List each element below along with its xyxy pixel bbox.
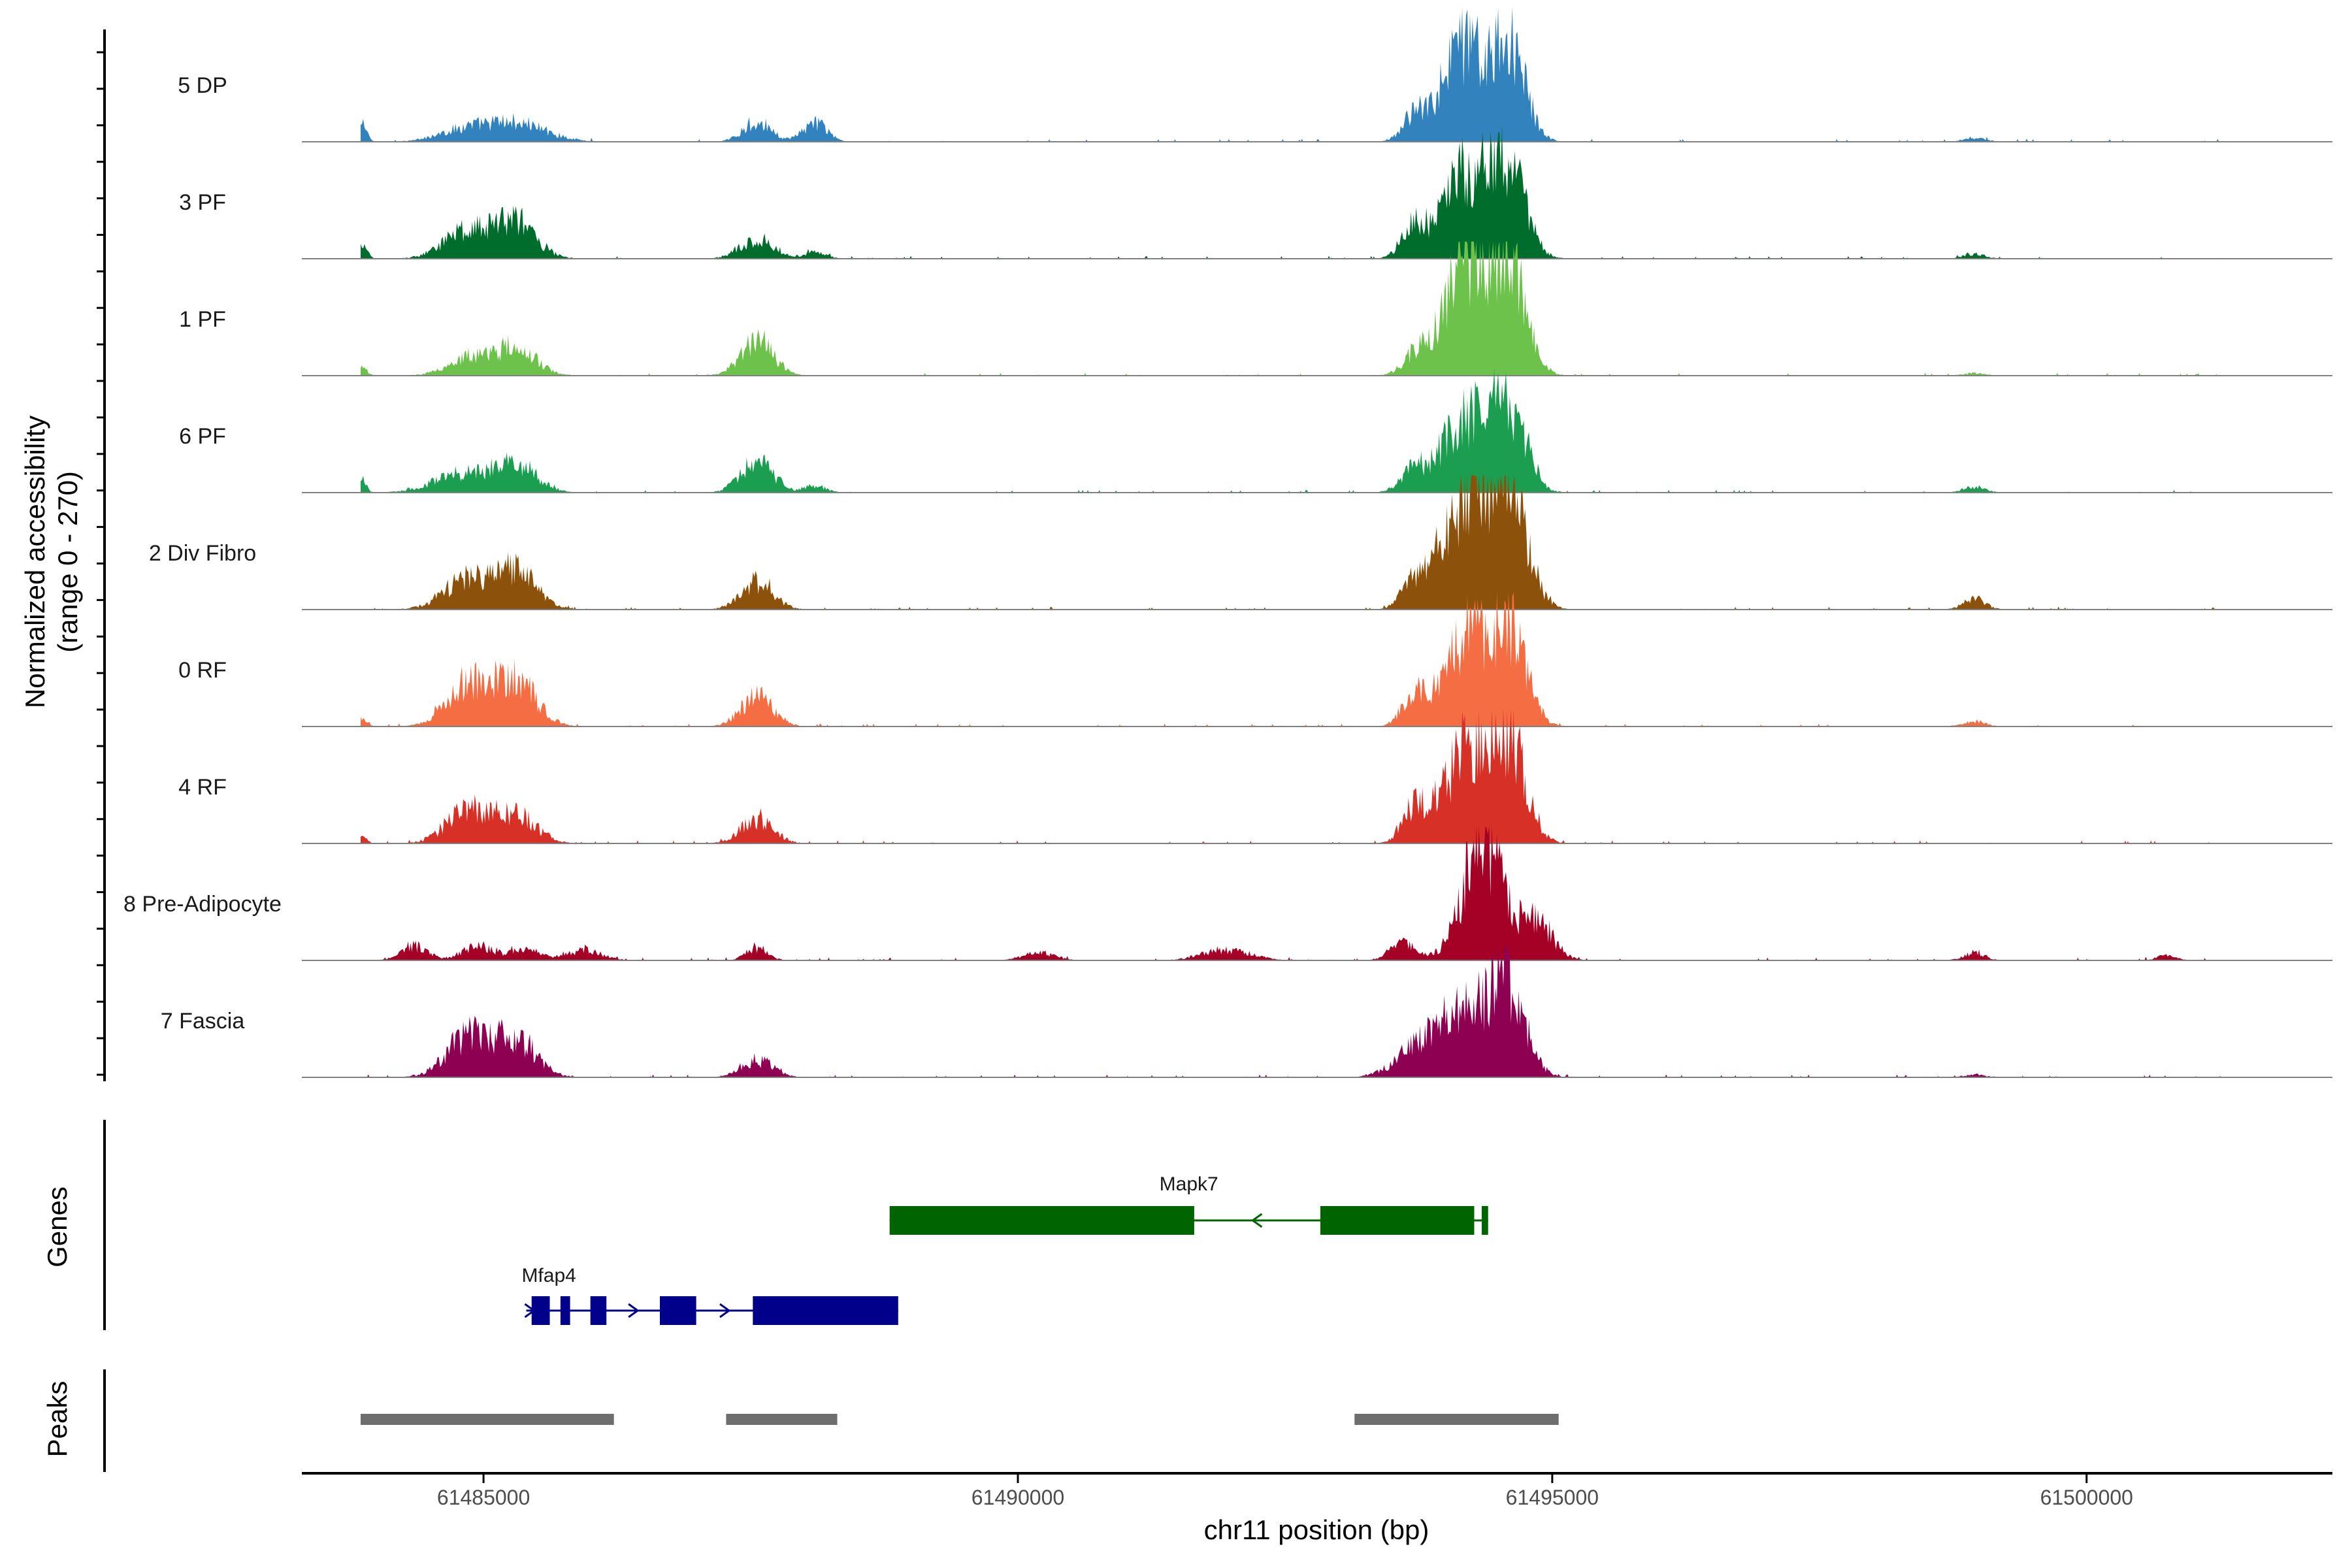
- gene-exon: [1320, 1206, 1475, 1235]
- coverage-area: [361, 826, 2226, 960]
- peak-region: [726, 1414, 838, 1425]
- gene-mfap4: Mfap4: [521, 1265, 898, 1325]
- peaks-panel: [103, 1369, 1559, 1472]
- peak-region: [1354, 1414, 1559, 1425]
- track-3-pf: 3 PF: [179, 124, 2332, 259]
- track-7-fascia: 7 Fascia: [161, 943, 2332, 1078]
- genes-panel: Mapk7 Mfap4: [103, 1120, 1488, 1330]
- track-label: 7 Fascia: [161, 1009, 245, 1034]
- x-tick-label: 61500000: [2040, 1486, 2133, 1509]
- gene-exon: [560, 1296, 570, 1325]
- y-axis-title-line1: Normalized accessibility: [20, 416, 50, 708]
- peak-region: [360, 1414, 614, 1425]
- x-axis: 61485000 61490000 61495000 61500000: [302, 1472, 2332, 1509]
- coverage-area: [361, 368, 2226, 493]
- strand-arrow: [628, 1303, 640, 1318]
- track-4-rf: 4 RF: [178, 709, 2332, 844]
- peaks-axis-title: Peaks: [42, 1381, 73, 1458]
- coverage-area: [361, 241, 2226, 376]
- gene-exon: [590, 1296, 607, 1325]
- x-axis-title: chr11 position (bp): [1204, 1514, 1429, 1545]
- coverage-area: [361, 592, 2226, 727]
- track-label: 3 PF: [179, 190, 226, 215]
- gene-label: Mapk7: [1160, 1173, 1218, 1195]
- strand-arrow: [524, 1303, 536, 1318]
- track-8-pre-adipocyte: 8 Pre-Adipocyte: [123, 826, 2332, 961]
- x-tick-label: 61490000: [972, 1486, 1064, 1509]
- track-label: 2 Div Fibro: [149, 541, 256, 566]
- track-label: 0 RF: [178, 658, 227, 683]
- track-label: 8 Pre-Adipocyte: [123, 892, 282, 917]
- track-label: 4 RF: [178, 775, 227, 800]
- accessibility-y-axis: [97, 29, 106, 1081]
- coverage-area: [361, 943, 2226, 1077]
- track-label: 5 DP: [178, 73, 227, 98]
- x-tick-label: 61495000: [1506, 1486, 1599, 1509]
- coverage-area: [361, 124, 2226, 259]
- gene-exon: [753, 1296, 898, 1325]
- track-5-dp: 5 DP: [178, 7, 2332, 142]
- y-axis-title-line2: (range 0 - 270): [52, 471, 83, 653]
- gene-mapk7: Mapk7: [889, 1173, 1488, 1235]
- track-0-rf: 0 RF: [178, 592, 2332, 727]
- track-label: 6 PF: [179, 424, 226, 449]
- coverage-area: [361, 7, 2226, 142]
- gene-exon: [659, 1296, 696, 1325]
- coverage-area: [361, 709, 2226, 843]
- coverage-area: [361, 475, 2226, 610]
- track-label: 1 PF: [179, 307, 226, 332]
- genes-axis-title: Genes: [42, 1186, 73, 1267]
- track-6-pf: 6 PF: [179, 368, 2332, 493]
- track-2-div-fibro: 2 Div Fibro: [149, 475, 2332, 610]
- track-1-pf: 1 PF: [179, 241, 2332, 376]
- strand-arrow: [719, 1303, 731, 1318]
- gene-exon: [1481, 1206, 1488, 1235]
- gene-label: Mfap4: [521, 1265, 576, 1286]
- gene-exon: [889, 1206, 1194, 1235]
- strand-arrow: [1250, 1213, 1263, 1228]
- x-tick-label: 61485000: [437, 1486, 530, 1509]
- coverage-tracks: 5 DP 3 PF 1 PF 6 PF 2 Div Fibro 0 RF 4 RF 8 Pre…: [123, 7, 2332, 1078]
